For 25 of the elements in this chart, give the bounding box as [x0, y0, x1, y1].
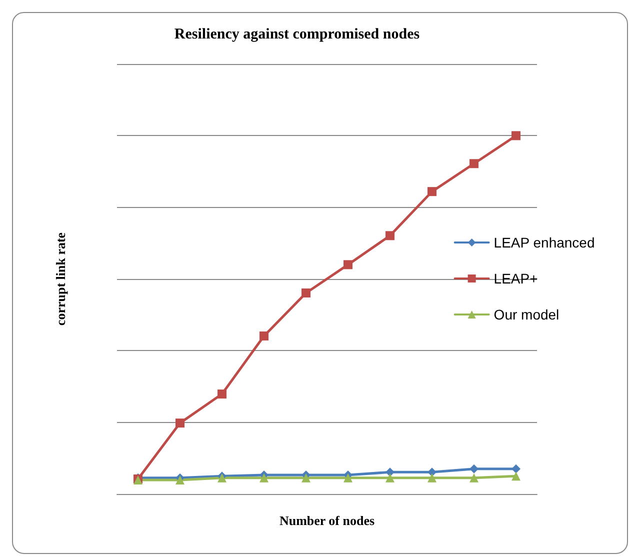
point — [176, 476, 184, 485]
point — [470, 159, 478, 168]
point — [386, 231, 394, 240]
point — [218, 390, 226, 399]
point — [512, 464, 520, 474]
point — [176, 418, 184, 428]
legend-label: Our model — [494, 306, 560, 322]
y-axis-title: corrupt link rate — [53, 232, 68, 326]
point — [344, 473, 352, 482]
point — [302, 288, 310, 298]
point — [470, 473, 478, 482]
point — [428, 473, 436, 482]
legend-label: LEAP enhanced — [494, 234, 595, 250]
point — [512, 472, 520, 481]
point — [302, 473, 310, 482]
point — [386, 473, 394, 482]
point — [470, 464, 478, 474]
legend-label: LEAP+ — [494, 270, 538, 286]
chart-title: Resiliency against compromised nodes — [174, 26, 420, 42]
point — [344, 260, 352, 270]
point — [260, 331, 268, 340]
x-axis-title: Number of nodes — [279, 513, 375, 528]
point — [428, 187, 436, 196]
point — [260, 473, 268, 482]
point — [512, 131, 520, 140]
